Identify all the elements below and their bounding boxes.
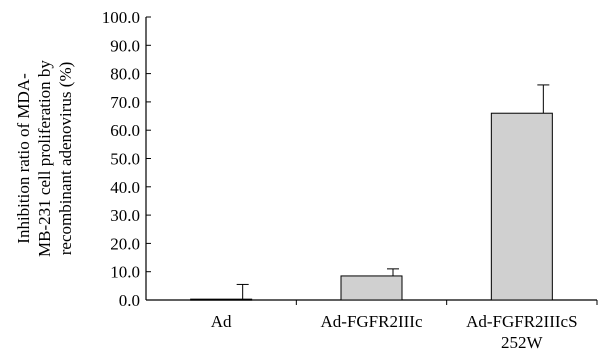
y-tick-label: 0.0 <box>119 291 140 310</box>
y-tick-label: 10.0 <box>110 263 140 282</box>
bar <box>490 112 553 301</box>
bar <box>190 298 253 301</box>
bar <box>340 275 403 301</box>
y-axis-label-line: recombinant adenovirus (%) <box>56 62 75 256</box>
y-tick-label: 80.0 <box>110 65 140 84</box>
y-tick-label: 40.0 <box>110 178 140 197</box>
y-tick-label: 60.0 <box>110 121 140 140</box>
y-tick-label: 90.0 <box>110 36 140 55</box>
x-tick-label: Ad-FGFR2IIIcS <box>466 312 577 331</box>
bars <box>190 112 553 301</box>
y-axis-label-line: MB-231 cell proliferation by <box>35 60 54 257</box>
y-tick-label: 100.0 <box>102 8 140 27</box>
y-tick-label: 50.0 <box>110 150 140 169</box>
y-tick-label: 70.0 <box>110 93 140 112</box>
x-tick-label: Ad-FGFR2IIIc <box>321 312 423 331</box>
y-axis-label-line: Inhibition ratio of MDA- <box>14 73 33 244</box>
x-tick-label: 252W <box>501 333 544 352</box>
y-tick-label: 30.0 <box>110 206 140 225</box>
y-tick-label: 20.0 <box>110 234 140 253</box>
y-ticks: 0.0 10.0 20.0 30.0 40.0 50.0 60.0 70.0 80.0 90.0 1… <box>102 8 151 310</box>
error-bars <box>236 84 550 300</box>
y-axis-label: Inhibition ratio of MDA- MB-231 cell prol… <box>14 60 75 257</box>
x-tick-labels: Ad Ad-FGFR2IIIc Ad-FGFR2IIIcS 252W <box>211 312 578 352</box>
x-tick-label: Ad <box>211 312 232 331</box>
